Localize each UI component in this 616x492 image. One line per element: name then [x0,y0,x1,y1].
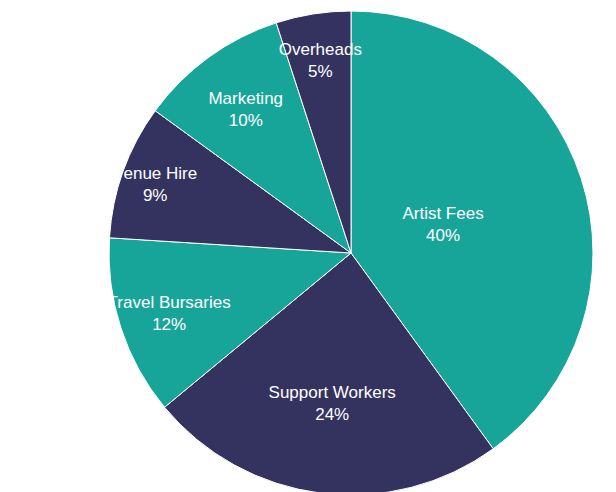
svg-text:Overheads5%: Overheads5% [279,40,362,81]
svg-text:Marketing10%: Marketing10% [208,89,283,130]
svg-text:Travel Bursaries12%: Travel Bursaries12% [108,293,231,334]
svg-text:Venue Hire9%: Venue Hire9% [113,164,197,205]
svg-text:Artist Fees40%: Artist Fees40% [402,204,483,245]
svg-text:Support Workers24%: Support Workers24% [269,383,396,424]
